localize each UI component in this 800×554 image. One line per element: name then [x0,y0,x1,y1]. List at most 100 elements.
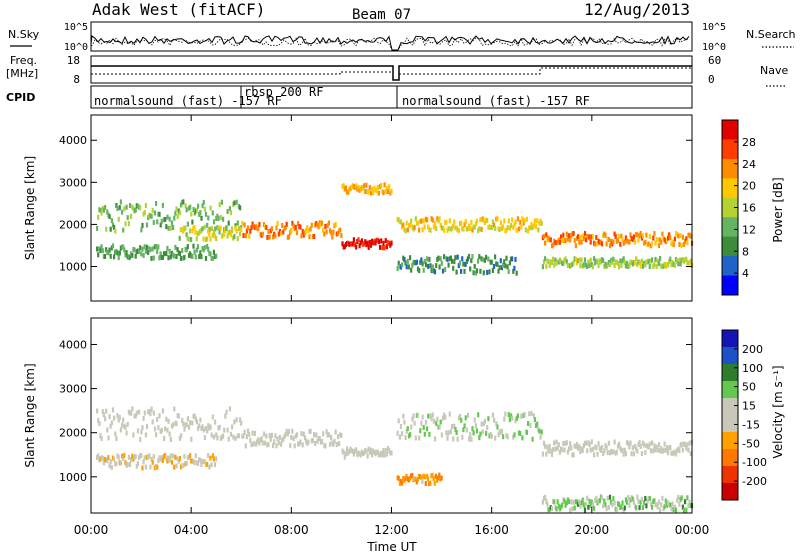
power-cell [641,263,645,269]
velocity-cell [143,455,146,461]
velocity-cell [496,424,499,430]
velocity-cell [411,416,414,422]
power-cell [524,227,527,233]
velocity-cell [636,448,639,454]
velocity-cell [624,497,627,503]
power-cell [504,263,507,269]
power-cell [195,207,199,213]
velocity-cell [607,440,610,446]
power-cell [141,246,144,252]
power-cell [108,214,111,220]
velocity-cell [604,502,607,508]
power-cell [639,230,642,236]
colorbar-swatch [722,449,738,467]
power-cell [156,249,159,255]
power-cell [104,205,107,210]
power-cell [185,232,188,238]
velocity-cell [498,429,501,435]
power-cell [165,224,168,230]
velocity-cell [185,461,188,466]
power-cell [261,231,264,237]
velocity-cell [416,477,419,482]
velocity-cell [399,424,403,429]
power-cell [620,262,623,268]
power-cell [463,221,466,227]
velocity-cell [110,420,113,426]
velocity-cell [167,418,170,424]
velocity-cell [117,454,120,460]
velocity-cell [639,499,642,505]
velocity-cell [669,502,672,508]
power-cell [100,210,103,216]
power-cell [498,226,501,232]
velocity-cell [624,451,627,457]
power-cell [258,221,261,227]
power-cell [223,231,226,237]
velocity-cell [152,410,155,416]
velocity-cell [121,422,124,428]
power-cell [291,220,294,226]
velocity-cell [272,443,275,449]
power-cell [689,258,692,264]
velocity-cell [187,424,191,430]
power-cell [421,227,424,233]
power-cell [208,231,211,237]
power-cell [679,261,682,267]
power-cell [210,226,213,231]
velocity-cell [261,440,264,446]
velocity-cell [127,454,130,460]
power-cell [655,264,658,269]
velocity-cell [367,446,370,452]
power-cell [531,225,534,230]
power-cell [122,227,125,233]
power-cell [469,226,472,231]
power-cell [389,242,392,248]
velocity-cell [548,506,551,512]
velocity-cell [143,410,146,416]
nsearch-label: N.Search [746,28,796,41]
power-cell [134,207,137,213]
velocity-cell [150,406,153,412]
power-cell [217,225,220,231]
velocity-cell [589,502,592,508]
power-cell [149,213,152,219]
power-cell [368,239,371,245]
velocity-cell [260,436,263,442]
power-cell [396,266,399,272]
cpid-segment-2: rbsp 200 RF [244,85,323,99]
power-cell [678,257,681,263]
velocity-cell [384,448,387,454]
velocity-cell [595,495,598,501]
power-cell [341,241,344,247]
velocity-cell [180,433,183,439]
velocity-cell [147,454,150,460]
velocity-cell [678,501,681,507]
colorbar-swatch [722,398,738,416]
power-cell [194,254,197,260]
power-cell [512,268,515,274]
power-cell [182,255,185,261]
velocity-cell [423,431,426,437]
velocity-cell [275,443,278,449]
colorbar-swatch [722,197,738,218]
power-cell [486,269,489,275]
velocity-cell [565,440,568,446]
power-cell [669,235,672,241]
velocity-cell [202,427,205,433]
power-cell [415,259,418,265]
velocity-cell [540,429,543,435]
power-cell [219,215,222,220]
power-cell [118,250,121,256]
velocity-cell [521,435,524,441]
power-cell [684,238,687,244]
velocity-cell [473,417,476,423]
power-cell [313,234,316,239]
velocity-cell [104,416,107,422]
power-cell [410,218,413,224]
velocity-cell [344,451,347,457]
power-cell [206,236,209,242]
power-cell [457,263,460,269]
power-cell [474,221,477,227]
power-cell [413,259,416,265]
power-cell [657,243,661,249]
